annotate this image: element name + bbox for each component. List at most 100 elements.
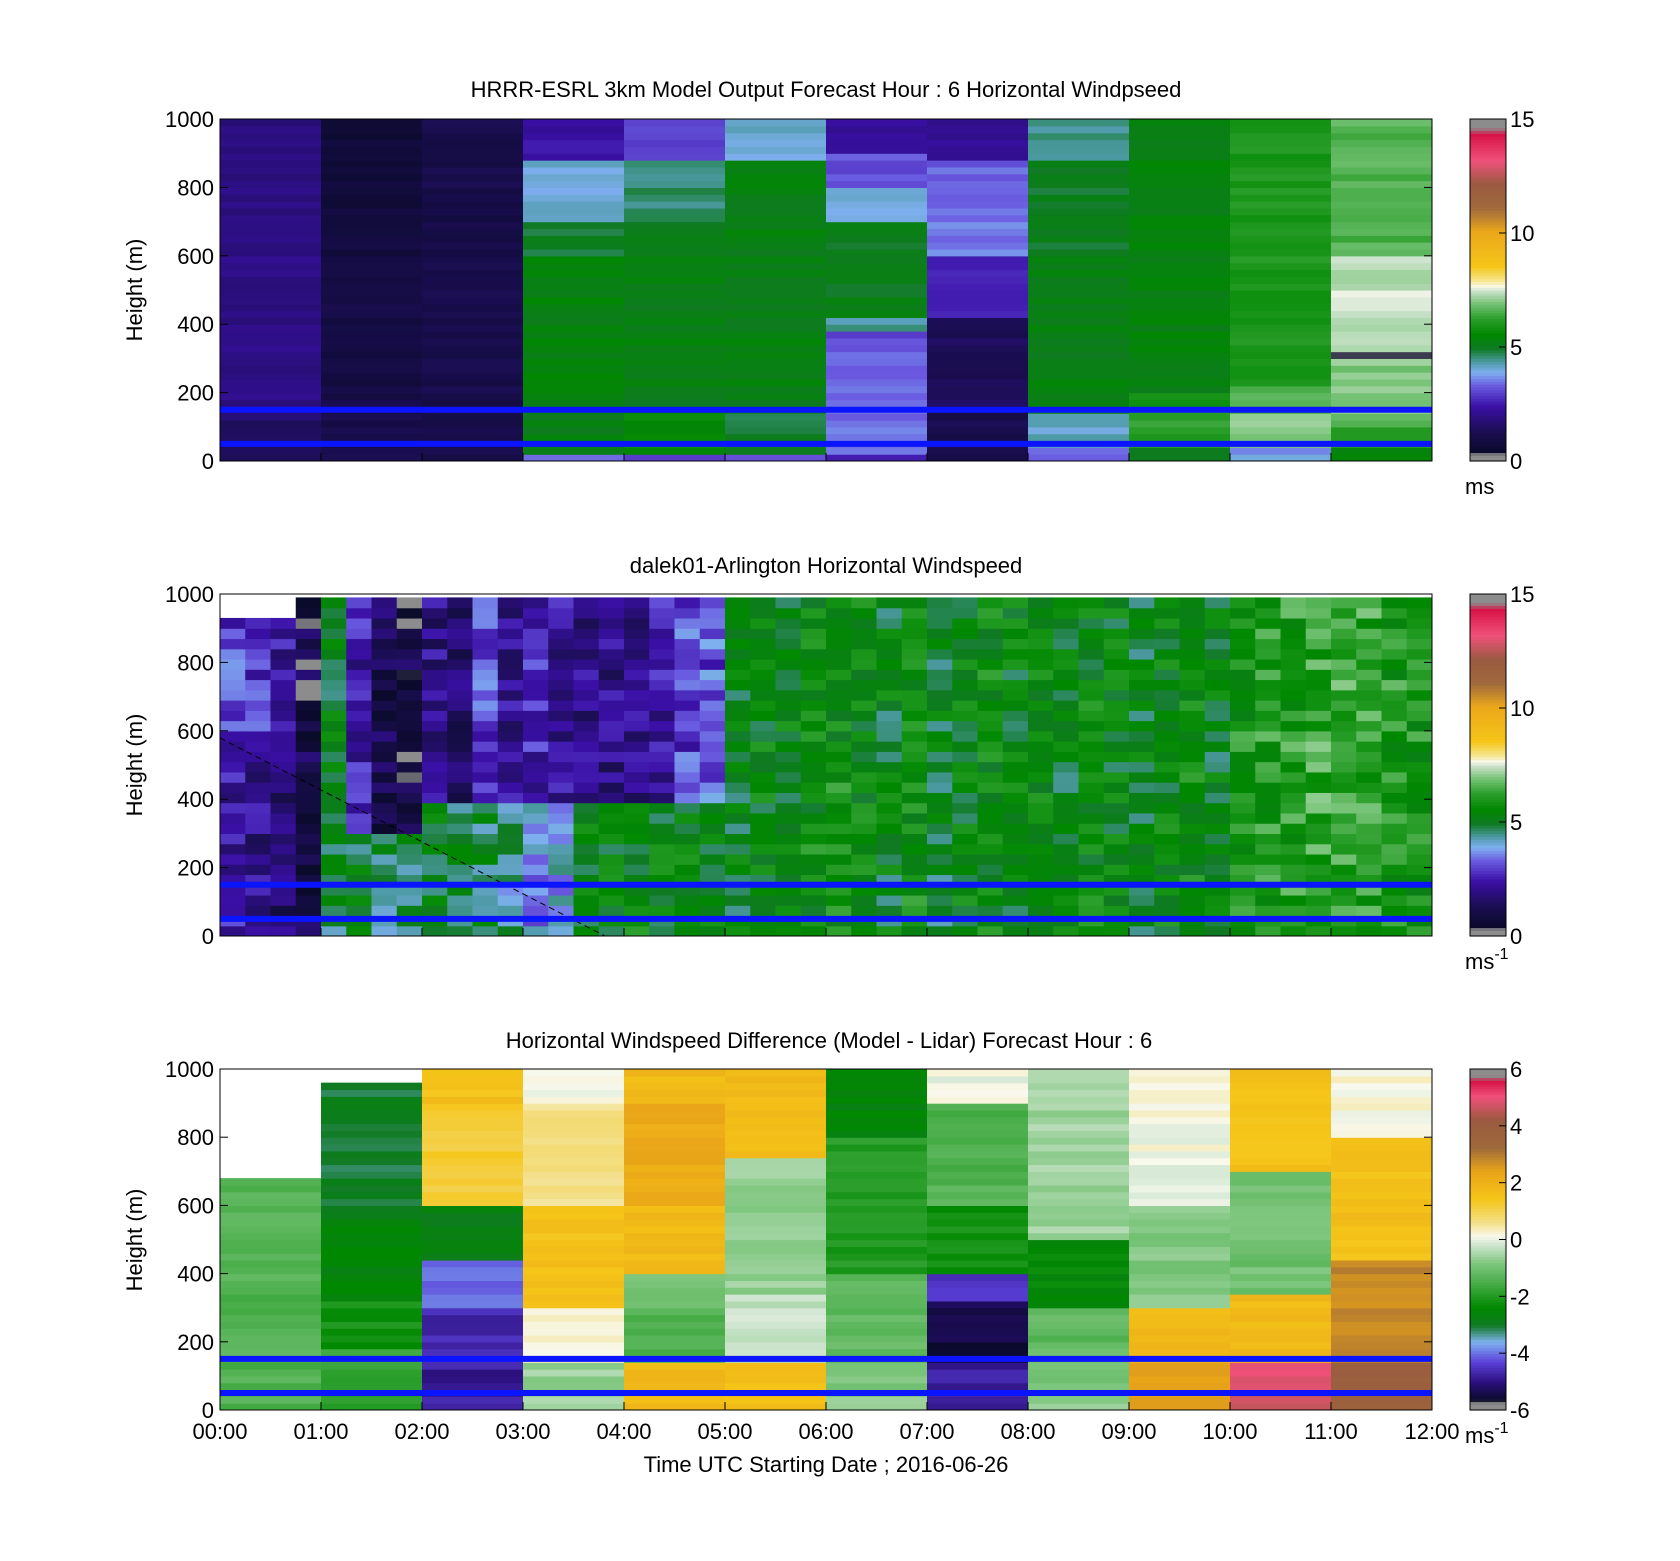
heatmap-cell — [1406, 658, 1432, 670]
heatmap-cell — [927, 1362, 1029, 1370]
colorbar-segment — [1470, 870, 1506, 874]
heatmap-cell — [927, 700, 953, 711]
heatmap-cell — [624, 119, 726, 127]
heatmap-cell — [624, 1403, 726, 1410]
heatmap-cell — [220, 248, 322, 257]
heatmap-cell — [1356, 648, 1383, 660]
colorbar-segment — [1470, 198, 1506, 203]
heatmap-cell — [1002, 782, 1029, 793]
heatmap-cell — [422, 1334, 524, 1343]
heatmap-cell — [220, 303, 322, 312]
heatmap-cell — [245, 823, 272, 834]
heatmap-cell — [1406, 679, 1432, 691]
heatmap-cell — [598, 638, 625, 650]
heatmap-cell — [1331, 1178, 1432, 1186]
heatmap-cell — [1280, 628, 1307, 640]
heatmap-cell — [321, 853, 347, 865]
heatmap-cell — [1230, 1307, 1332, 1316]
heatmap-cell — [826, 741, 852, 752]
heatmap-cell — [1179, 658, 1206, 670]
colorbar-segment — [1470, 1142, 1506, 1147]
heatmap-cell — [1230, 283, 1332, 291]
colorbar-segment — [1470, 184, 1506, 188]
colorbar-segment — [1470, 1071, 1506, 1076]
heatmap-cell — [1255, 679, 1282, 691]
heatmap-cell — [1255, 628, 1282, 640]
heatmap-cell — [826, 874, 852, 886]
heatmap-cell — [800, 761, 827, 773]
heatmap-cell — [523, 1382, 625, 1391]
heatmap-cell — [1053, 669, 1080, 681]
heatmap-cell — [422, 782, 448, 793]
heatmap-cell — [1280, 864, 1307, 876]
heatmap-cell — [927, 617, 953, 629]
heatmap-cell — [321, 194, 423, 202]
heatmap-cell — [1305, 679, 1332, 691]
heatmap-cell — [523, 1334, 625, 1343]
heatmap-cell — [901, 771, 928, 783]
heatmap-cell — [1002, 833, 1029, 845]
heatmap-cell — [422, 1328, 524, 1336]
heatmap-cell — [624, 1239, 726, 1247]
heatmap-cell — [952, 607, 979, 619]
heatmap-cell — [523, 372, 625, 380]
heatmap-cell — [826, 597, 852, 609]
heatmap-cell — [927, 894, 953, 906]
heatmap-cell — [826, 413, 928, 421]
heatmap-cell — [396, 607, 423, 619]
colorbar-segment — [1470, 150, 1506, 154]
colorbar-segment — [1470, 227, 1506, 231]
heatmap-cell — [1280, 617, 1307, 629]
heatmap-cell — [1331, 392, 1432, 401]
heatmap-cell — [1331, 290, 1432, 298]
heatmap-cell — [1230, 413, 1332, 421]
heatmap-cell — [725, 1266, 827, 1275]
heatmap-cell — [674, 802, 701, 814]
colorbar-segment — [1470, 386, 1506, 391]
heatmap-cell — [422, 1109, 524, 1118]
heatmap-cell — [1002, 853, 1029, 865]
heatmap-cell — [220, 290, 322, 298]
heatmap-cell — [1230, 761, 1256, 773]
heatmap-cell — [1078, 833, 1105, 845]
heatmap-cell — [422, 802, 448, 814]
heatmap-cell — [422, 689, 448, 701]
heatmap-cell — [1331, 679, 1357, 691]
heatmap-cell — [1230, 658, 1256, 670]
heatmap-cell — [624, 296, 726, 305]
colorbar-segment — [1470, 1091, 1506, 1096]
heatmap-cell — [1028, 638, 1054, 650]
heatmap-cell — [1028, 235, 1130, 243]
heatmap-cell — [523, 1164, 625, 1172]
heatmap-cell — [1028, 160, 1130, 168]
heatmap-cell — [1381, 782, 1408, 793]
heatmap-cell — [497, 802, 524, 814]
heatmap-cell — [548, 689, 575, 701]
heatmap-cell — [851, 833, 878, 845]
heatmap-cell — [1028, 1205, 1130, 1213]
colorbar-segment — [1470, 1120, 1506, 1124]
x-axis: 00:00 01:00 02:00 03:00 04:00 05:00 06:00 07:00… — [192, 1402, 1460, 1444]
heatmap-cell — [371, 689, 398, 701]
heatmap-cell — [497, 638, 524, 650]
heatmap-cell — [927, 823, 953, 834]
heatmap-cell — [321, 132, 423, 141]
heatmap-cell — [1028, 228, 1130, 236]
heatmap-cell — [270, 864, 297, 876]
heatmap-cell — [245, 669, 272, 681]
heatmap-cell — [1129, 173, 1231, 182]
heatmap-cell — [1331, 221, 1432, 230]
heatmap-cell — [422, 1396, 524, 1404]
heatmap-cell — [1230, 700, 1256, 711]
heatmap-cell — [447, 700, 474, 711]
heatmap-cell — [725, 399, 827, 407]
heatmap-cell — [1028, 1314, 1130, 1322]
colorbar-segment — [1470, 816, 1506, 820]
heatmap-cell — [977, 700, 1004, 711]
heatmap-cell — [826, 1157, 928, 1166]
heatmap-cell — [523, 351, 625, 359]
heatmap-cell — [876, 884, 903, 896]
panel-lidar-windspeed: dalek01-Arlington Horizontal Windspeed 0… — [122, 553, 1534, 974]
heatmap-cell — [1053, 658, 1080, 670]
